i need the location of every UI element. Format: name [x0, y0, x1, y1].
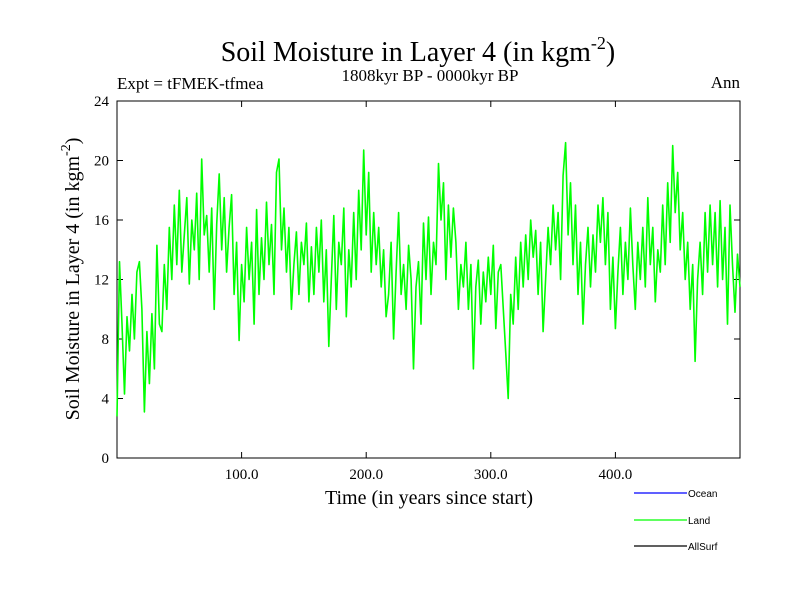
plot-frame	[116, 100, 741, 459]
x-axis-ticks: 100.0 200.0 300.0 400.0	[225, 101, 633, 483]
season-label: Ann	[711, 73, 741, 92]
x-tick-label: 100.0	[225, 467, 259, 483]
legend-item-allsurf: AllSurf	[634, 542, 718, 553]
x-tick-label: 400.0	[599, 467, 633, 483]
y-tick-label: 12	[94, 273, 109, 289]
x-tick-label: 200.0	[349, 467, 383, 483]
legend: Ocean Land AllSurf	[634, 489, 718, 553]
legend-label-allsurf: AllSurf	[688, 542, 718, 553]
x-axis-label: Time (in years since start)	[325, 487, 533, 509]
y-tick-label: 24	[94, 94, 110, 110]
y-tick-label: 4	[102, 392, 110, 408]
legend-item-ocean: Ocean	[634, 489, 717, 500]
legend-item-land: Land	[634, 516, 710, 527]
y-axis-ticks: 0 4 8 12 16 20 24	[94, 94, 740, 467]
series-line-land	[116, 141, 741, 417]
y-tick-label: 8	[102, 332, 110, 348]
y-tick-label: 16	[94, 213, 110, 229]
y-tick-label: 20	[94, 154, 109, 170]
x-tick-label: 300.0	[474, 467, 508, 483]
series-layer	[116, 141, 741, 417]
chart-title: Soil Moisture in Layer 4 (in kgm-2)	[221, 33, 616, 68]
y-tick-label: 0	[102, 451, 110, 467]
chart-subtitle: 1808kyr BP - 0000kyr BP	[342, 66, 519, 85]
experiment-label: Expt = tFMEK-tfmea	[117, 74, 264, 93]
y-axis-label: Soil Moisture in Layer 4 (in kgm-2)	[59, 138, 84, 421]
legend-label-ocean: Ocean	[688, 489, 717, 500]
legend-label-land: Land	[688, 516, 710, 527]
